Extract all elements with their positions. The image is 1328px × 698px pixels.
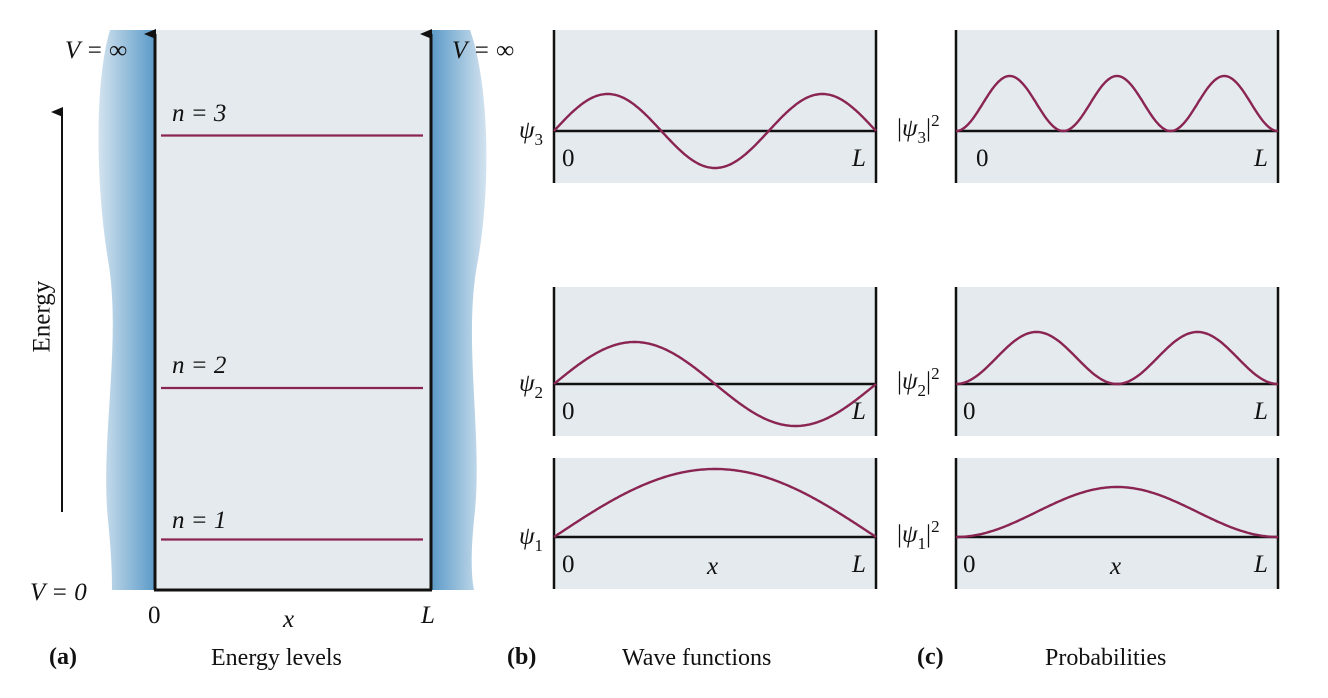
potential-right-label: V = ∞ (452, 37, 515, 64)
psi1-end: L (852, 551, 866, 578)
prob2-end: L (1254, 398, 1268, 425)
wavefunction-plot-n3-curve (553, 92, 877, 170)
prob2-origin: 0 (963, 398, 976, 425)
prob3-end: L (1254, 145, 1268, 172)
psi2-label: ψ2 (519, 370, 544, 402)
level-3-label: n = 3 (172, 100, 227, 127)
psi1-origin: 0 (562, 551, 575, 578)
right-wall (431, 30, 487, 590)
prob2-label: |ψ2|2 (897, 364, 940, 400)
psi3-origin: 0 (562, 145, 575, 172)
left-wall (98, 30, 155, 590)
prob1-x-label: x (1110, 553, 1122, 580)
caption-b-text: Wave functions (622, 645, 772, 671)
probability-plot-n2-bg (956, 287, 1278, 436)
wavefunction-plot-n2-bg (554, 287, 876, 436)
psi3-label: ψ3 (519, 117, 544, 149)
probability-plot-n1-curve (956, 485, 1278, 539)
potential-left-label: V = ∞ (65, 37, 128, 64)
caption-a-text: Energy levels (211, 645, 342, 671)
psi2-end: L (852, 398, 866, 425)
well-interior (155, 30, 431, 590)
psi2-origin: 0 (562, 398, 575, 425)
x-end-label: L (421, 602, 435, 629)
wavefunction-plot-n1-bg (554, 458, 876, 589)
potential-zero-label: V = 0 (30, 579, 87, 606)
probability-plot-n2-curve (956, 330, 1278, 386)
caption-b-letter: (b) (507, 644, 537, 670)
caption-c-letter: (c) (917, 644, 944, 670)
prob1-label: |ψ1|2 (897, 517, 940, 553)
probability-plot-n3-curve (955, 74, 1279, 133)
caption-a-letter: (a) (49, 644, 77, 670)
caption-c-text: Probabilities (1045, 645, 1167, 671)
wavefunction-plot-n1-curve (553, 467, 877, 538)
psi1-label: ψ1 (519, 523, 544, 555)
level-2-label: n = 2 (172, 352, 227, 379)
psi1-x-label: x (707, 553, 719, 580)
panel-a (51, 29, 487, 592)
prob3-label: |ψ3|2 (897, 111, 940, 147)
prob1-origin: 0 (963, 551, 976, 578)
wavefunction-plot-n3-bg (554, 30, 876, 183)
prob3-origin: 0 (976, 145, 989, 172)
energy-axis-label: Energy (28, 280, 56, 353)
psi3-end: L (852, 145, 866, 172)
level-1-label: n = 1 (172, 507, 227, 534)
prob1-end: L (1254, 551, 1268, 578)
probability-plot-n3-bg (956, 30, 1278, 183)
x-variable-label: x (283, 606, 295, 633)
x-origin-label: 0 (148, 602, 161, 629)
wavefunction-plot-n2-curve (553, 340, 877, 428)
